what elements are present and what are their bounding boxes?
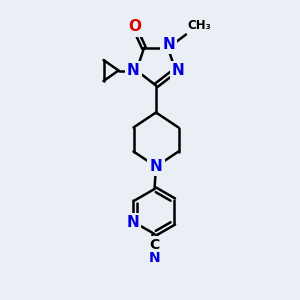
Text: N: N	[172, 63, 185, 78]
Text: N: N	[150, 159, 162, 174]
Text: N: N	[127, 63, 140, 78]
Text: N: N	[149, 251, 160, 265]
Text: CH₃: CH₃	[188, 19, 211, 32]
Text: N: N	[126, 215, 139, 230]
Text: O: O	[128, 20, 142, 34]
Text: C: C	[149, 238, 160, 252]
Text: N: N	[162, 37, 175, 52]
